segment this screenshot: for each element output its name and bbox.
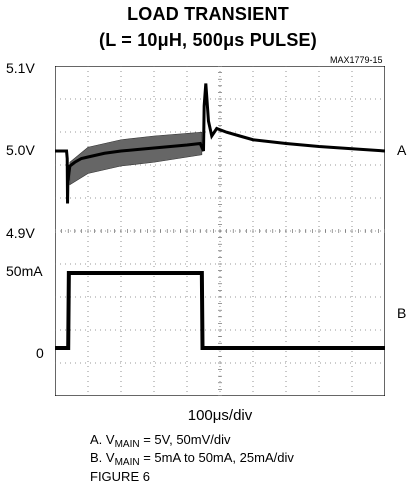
figure-id: MAX1779-15 — [330, 55, 383, 65]
channel-label-a: A — [397, 142, 407, 158]
channel-b-trace — [55, 271, 385, 350]
traces — [55, 83, 385, 350]
y-tick-label-5.1v: 5.1V — [6, 60, 35, 76]
chart-title: LOAD TRANSIENT — [127, 4, 289, 24]
chart-subtitle: (L = 10μH, 500μs PULSE) — [99, 30, 317, 50]
oscilloscope-plot — [55, 66, 385, 396]
x-axis-scale-label: 100μs/div — [187, 407, 253, 424]
caption-line-a: A. VMAIN = 5V, 50mV/div — [90, 432, 231, 450]
y-tick-label-0: 0 — [36, 345, 44, 361]
y-tick-label-4.9v: 4.9V — [6, 225, 35, 241]
y-tick-label-50ma: 50mA — [6, 263, 43, 279]
grid — [55, 66, 385, 396]
caption-figure: FIGURE 6 — [90, 469, 150, 484]
caption-line-b: B. VMAIN = 5mA to 50mA, 25mA/div — [90, 450, 294, 468]
y-tick-label-5.0v: 5.0V — [6, 142, 35, 158]
channel-label-b: B — [397, 305, 407, 321]
channel-a-trace — [55, 83, 385, 204]
